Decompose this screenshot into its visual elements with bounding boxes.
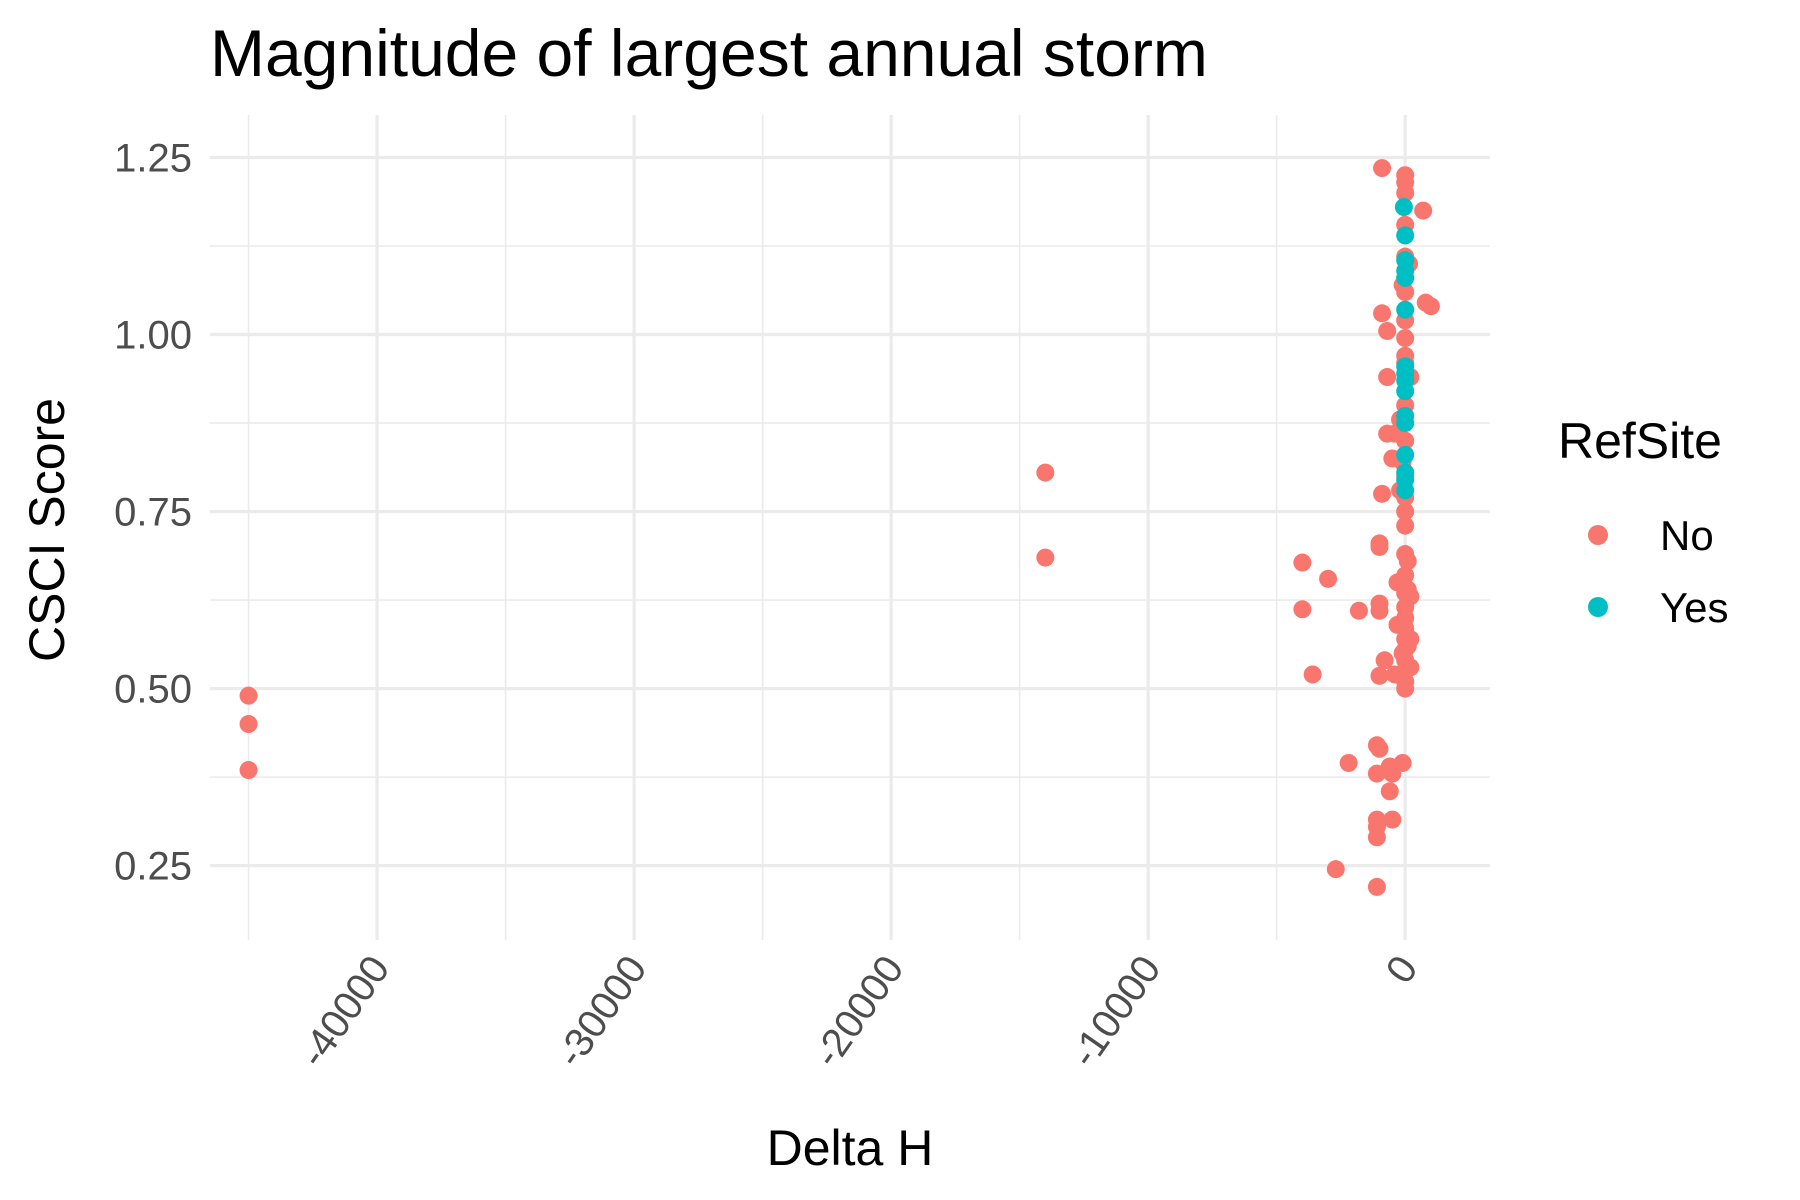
x-tick-label: -40000 xyxy=(291,948,398,1075)
y-tick-label: 0.75 xyxy=(114,491,192,535)
data-point xyxy=(1303,665,1322,684)
data-point xyxy=(1396,268,1415,287)
y-tick-label: 1.00 xyxy=(114,314,192,358)
data-point xyxy=(1414,201,1433,220)
data-point xyxy=(1373,484,1392,503)
data-point xyxy=(1036,463,1055,482)
data-point xyxy=(1396,300,1415,319)
data-point xyxy=(1036,548,1055,567)
y-axis-title: CSCI Score xyxy=(19,398,75,662)
data-point xyxy=(1401,630,1420,649)
data-point xyxy=(239,715,258,734)
legend-key-yes xyxy=(1588,597,1608,617)
data-point xyxy=(239,686,258,705)
data-point xyxy=(1396,414,1415,433)
data-point xyxy=(1396,502,1415,521)
data-point xyxy=(1339,753,1358,772)
data-point xyxy=(1367,877,1386,896)
x-tick-label: -30000 xyxy=(548,948,655,1075)
data-point xyxy=(1380,782,1399,801)
x-tick-label: 0 xyxy=(1378,948,1427,991)
data-point xyxy=(1394,198,1413,217)
y-tick-label: 0.25 xyxy=(114,845,192,889)
data-point xyxy=(1367,810,1386,829)
data-point xyxy=(1375,651,1394,670)
axes: 0.25 0.50 0.75 1.00 1.25 -40000 -30000 -20000 -1… xyxy=(114,136,1426,1075)
series-no xyxy=(239,159,1440,896)
data-point xyxy=(1396,226,1415,245)
data-point xyxy=(1396,382,1415,401)
chart-title: Magnitude of largest annual storm xyxy=(210,16,1208,90)
data-point xyxy=(1401,587,1420,606)
grid xyxy=(210,115,1490,940)
data-point xyxy=(1378,368,1397,387)
data-point xyxy=(1370,739,1389,758)
data-point xyxy=(1398,552,1417,571)
x-tick-label: -10000 xyxy=(1062,948,1169,1075)
x-tick-label: -20000 xyxy=(805,948,912,1075)
legend: RefSite No Yes xyxy=(1558,413,1729,631)
y-tick-label: 0.50 xyxy=(114,668,192,712)
data-point xyxy=(1370,534,1389,553)
data-point xyxy=(1396,329,1415,348)
data-point xyxy=(239,761,258,780)
data-point xyxy=(1373,304,1392,323)
legend-key-no xyxy=(1588,525,1608,545)
legend-title: RefSite xyxy=(1558,413,1722,469)
data-point xyxy=(1401,658,1420,677)
data-point xyxy=(1319,569,1338,588)
data-point xyxy=(1370,666,1389,685)
data-point xyxy=(1396,679,1415,698)
data-point xyxy=(1396,283,1415,302)
data-points xyxy=(239,159,1440,896)
data-point xyxy=(1396,445,1415,464)
data-point xyxy=(1378,321,1397,340)
data-point xyxy=(1396,516,1415,535)
legend-label-yes: Yes xyxy=(1660,584,1729,631)
data-point xyxy=(1293,553,1312,572)
data-point xyxy=(1396,183,1415,202)
data-point xyxy=(1396,566,1415,585)
data-point xyxy=(1293,600,1312,619)
legend-label-no: No xyxy=(1660,512,1714,559)
x-axis-title: Delta H xyxy=(767,1120,934,1176)
data-point xyxy=(1370,601,1389,620)
data-point xyxy=(1396,481,1415,500)
data-point xyxy=(1326,860,1345,879)
data-point xyxy=(1393,753,1412,772)
data-point xyxy=(1349,601,1368,620)
series-yes xyxy=(1394,198,1415,500)
y-tick-label: 1.25 xyxy=(114,136,192,180)
data-point xyxy=(1383,810,1402,829)
data-point xyxy=(1396,431,1415,450)
data-point xyxy=(1421,297,1440,316)
data-point xyxy=(1373,159,1392,178)
